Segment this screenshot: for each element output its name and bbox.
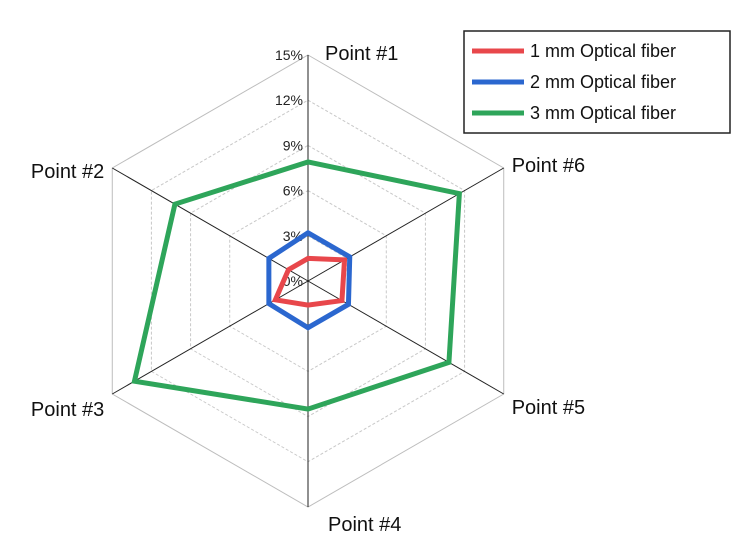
category-label-layer: Point #1 Point #6 Point #5 Point #4 Point #3… — [31, 43, 585, 536]
legend-label-1: 1 mm Optical fiber — [530, 41, 676, 61]
series-line-2 — [266, 229, 353, 331]
category-label-4: Point #4 — [328, 514, 401, 536]
category-label-5: Point #3 — [31, 399, 104, 421]
legend-label-3: 3 mm Optical fiber — [530, 103, 676, 123]
series-line-1 — [271, 255, 348, 308]
tick-label: 12% — [275, 92, 303, 108]
category-label-6: Point #2 — [31, 161, 104, 183]
axis-layer — [112, 55, 504, 507]
legend: 1 mm Optical fiber 2 mm Optical fiber 3 mm… — [463, 30, 731, 134]
tick-label: 6% — [283, 183, 303, 199]
category-label-2: Point #6 — [512, 155, 585, 177]
axis-spoke — [112, 167, 309, 282]
category-label-1: Point #1 — [325, 43, 398, 65]
series-line-3 — [131, 159, 462, 412]
legend-label-2: 2 mm Optical fiber — [530, 72, 676, 92]
series-layer — [131, 159, 462, 412]
tick-label: 9% — [283, 137, 303, 153]
category-label-3: Point #5 — [512, 397, 585, 419]
tick-label: 15% — [275, 47, 303, 63]
